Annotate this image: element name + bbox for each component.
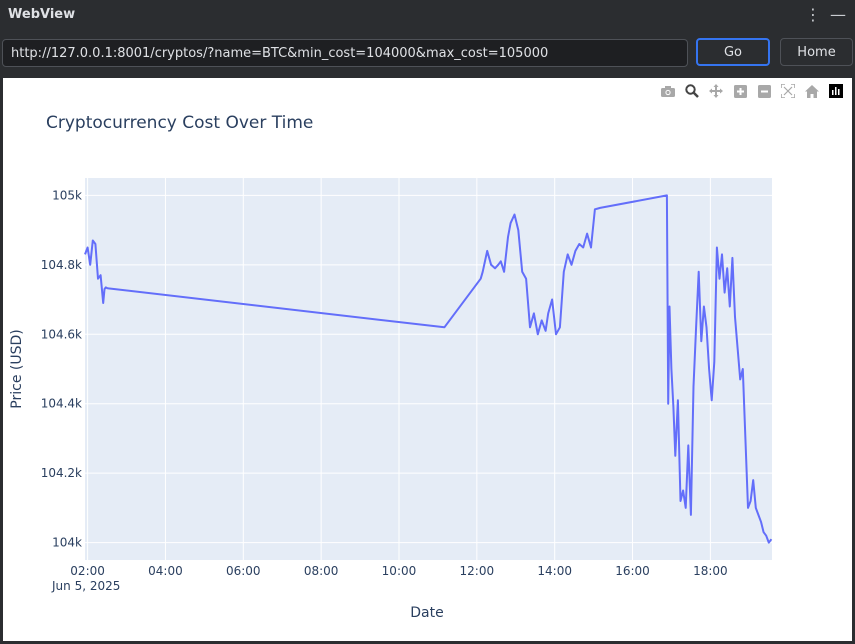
y-axis-ticks: 104k 104.2k 104.4k 104.6k 104.8k 105k (41, 188, 82, 549)
x-axis-date-label: Jun 5, 2025 (51, 579, 120, 593)
address-toolbar: Go Home (0, 32, 855, 76)
camera-icon[interactable] (656, 80, 680, 102)
x-tick-label: 10:00 (382, 564, 417, 578)
window-title: WebView (8, 7, 76, 22)
price-chart[interactable]: Cryptocurrency Cost Over Time 02:00 04:00… (3, 78, 852, 641)
x-axis-ticks: 02:00 04:00 06:00 08:00 10:00 12:00 14:00 16:00… (70, 564, 727, 578)
grid-lines (85, 178, 772, 560)
y-tick-label: 104.4k (41, 397, 82, 411)
webview-content: Cryptocurrency Cost Over Time 02:00 04:00… (3, 78, 852, 641)
minimize-icon[interactable]: — (830, 5, 846, 24)
x-tick-label: 14:00 (537, 564, 572, 578)
x-tick-label: 18:00 (693, 564, 728, 578)
x-tick-label: 12:00 (460, 564, 495, 578)
autoscale-icon[interactable] (776, 80, 800, 102)
plot-area[interactable] (85, 178, 772, 560)
x-tick-label: 04:00 (148, 564, 183, 578)
zoom-in-icon[interactable] (728, 80, 752, 102)
y-tick-label: 104k (52, 536, 82, 550)
vertical-dots-icon[interactable]: ⋮ (805, 5, 821, 24)
chart-title: Cryptocurrency Cost Over Time (46, 113, 313, 133)
x-tick-label: 08:00 (304, 564, 339, 578)
btc-price-line[interactable] (84, 194, 773, 544)
x-axis-title: Date (410, 605, 443, 621)
pan-icon[interactable] (704, 80, 728, 102)
zoom-out-icon[interactable] (752, 80, 776, 102)
home-button[interactable]: Home (780, 38, 853, 66)
y-axis-title: Price (USD) (9, 329, 25, 408)
x-tick-label: 06:00 (226, 564, 261, 578)
x-tick-label: 02:00 (70, 564, 105, 578)
y-tick-label: 104.8k (41, 258, 82, 272)
zoom-icon[interactable] (680, 80, 704, 102)
url-input[interactable] (2, 39, 688, 67)
y-tick-label: 104.2k (41, 466, 82, 480)
plotly-logo-icon[interactable] (824, 80, 848, 102)
plotly-modebar (656, 80, 848, 102)
y-tick-label: 104.6k (41, 327, 82, 341)
window-titlebar: WebView ⋮ — (0, 0, 855, 32)
x-tick-label: 16:00 (615, 564, 650, 578)
y-tick-label: 105k (52, 188, 82, 202)
go-button[interactable]: Go (696, 38, 770, 66)
reset-axes-icon[interactable] (800, 80, 824, 102)
